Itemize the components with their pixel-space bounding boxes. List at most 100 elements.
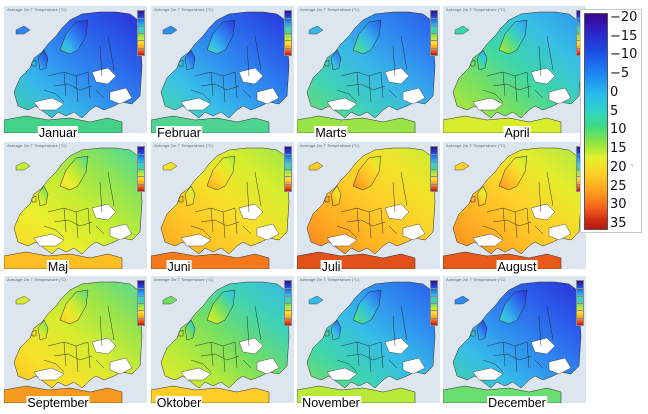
month-label: September	[26, 396, 90, 410]
mini-colorbar	[284, 280, 292, 326]
inland-seas	[326, 67, 426, 111]
scandinavia-land	[498, 19, 528, 55]
legend-tick-label: 15	[610, 141, 627, 157]
europe-map	[4, 281, 143, 403]
legend-tick-label: −15	[610, 28, 638, 44]
europe-land	[452, 281, 582, 389]
europe-map	[297, 147, 436, 269]
legend-tick-label: 35	[610, 216, 627, 231]
scandinavia-land	[206, 155, 236, 191]
british-isles-land	[178, 185, 196, 207]
legend-tick-label: −5	[610, 66, 630, 82]
europe-map	[443, 281, 582, 403]
iceland-land	[308, 161, 324, 171]
europe-land	[160, 11, 290, 119]
scandinavia-land	[498, 155, 528, 191]
iceland-land	[162, 161, 178, 171]
europe-map	[151, 147, 290, 269]
inland-seas	[326, 203, 426, 247]
british-isles-land	[178, 49, 196, 71]
month-label: August	[496, 260, 538, 274]
scandinavia-land	[206, 19, 236, 55]
iceland-land	[15, 295, 31, 305]
map-panel-oktober: Average 2m T Temperature (°C)	[151, 276, 294, 403]
iceland-land	[308, 295, 324, 305]
month-label: Marts	[314, 126, 348, 140]
inland-seas	[180, 337, 280, 381]
europe-map	[151, 281, 290, 403]
british-isles-land	[470, 185, 488, 207]
europe-land	[13, 147, 143, 255]
iceland-land	[454, 25, 470, 35]
scandinavia-land	[498, 289, 528, 325]
europe-map	[443, 11, 582, 133]
month-label: Januar	[37, 126, 79, 140]
iceland-land	[15, 161, 31, 171]
europe-map	[297, 281, 436, 403]
europe-land	[13, 11, 143, 119]
country-borders	[43, 35, 115, 103]
map-panel-juni: Average 2m T Temperature (°C)	[151, 142, 294, 269]
country-borders	[190, 171, 262, 239]
legend-tick-label: 0	[610, 84, 619, 100]
month-label: Juli	[320, 260, 342, 274]
panel-header: Average 2m T Temperature (°C)	[7, 143, 67, 148]
legend-tick-label: 20	[610, 159, 627, 175]
panel-header: Average 2m T Temperature (°C)	[446, 7, 506, 12]
europe-map	[4, 147, 143, 269]
legend-tick-label: 5	[610, 103, 619, 119]
country-borders	[336, 171, 408, 239]
month-label: December	[487, 396, 547, 410]
map-panel-maj: Average 2m T Temperature (°C)	[4, 142, 147, 269]
scandinavia-land	[206, 289, 236, 325]
country-borders	[190, 305, 262, 373]
country-borders	[482, 305, 554, 373]
europe-map	[297, 11, 436, 133]
north-africa-land	[443, 115, 562, 133]
north-africa-land	[297, 251, 416, 269]
mini-colorbar	[430, 146, 438, 192]
country-borders	[336, 305, 408, 373]
british-isles-land	[324, 319, 342, 341]
british-isles-land	[324, 49, 342, 71]
inland-seas	[33, 67, 133, 111]
europe-map	[443, 147, 582, 269]
mini-colorbar	[284, 146, 292, 192]
europe-land	[306, 147, 436, 255]
iceland-land	[162, 25, 178, 35]
legend-colorbar	[584, 13, 608, 230]
british-isles-land	[470, 319, 488, 341]
mini-colorbar	[576, 280, 584, 326]
panel-header: Average 2m T Temperature (°C)	[300, 143, 360, 148]
europe-land	[13, 281, 143, 389]
panel-header: Average 2m T Temperature (°C)	[154, 277, 214, 282]
europe-land	[160, 281, 290, 389]
scandinavia-land	[59, 155, 89, 191]
scandinavia-land	[352, 155, 382, 191]
country-borders	[482, 171, 554, 239]
europe-map	[4, 11, 143, 133]
iceland-land	[162, 295, 178, 305]
month-label: November	[301, 396, 361, 410]
panel-header: Average 2m T Temperature (°C)	[154, 143, 214, 148]
scandinavia-land	[59, 289, 89, 325]
temperature-legend: −20 −15 −10 −5 0 5 10 15 20 25 30 35 ‵	[580, 9, 642, 233]
iceland-land	[15, 25, 31, 35]
panel-header: Average 2m T Temperature (°C)	[300, 277, 360, 282]
inland-seas	[180, 203, 280, 247]
legend-stray-mark: ‵	[631, 163, 634, 174]
iceland-land	[308, 25, 324, 35]
iceland-land	[454, 295, 470, 305]
legend-tick-label: −10	[610, 47, 638, 63]
map-panel-januar: Average 2m T Temperature (°C)	[4, 6, 147, 133]
country-borders	[43, 305, 115, 373]
british-isles-land	[178, 319, 196, 341]
british-isles-land	[31, 185, 49, 207]
map-panel-marts: Average 2m T Temperature (°C)	[297, 6, 440, 133]
inland-seas	[472, 337, 572, 381]
inland-seas	[33, 337, 133, 381]
panel-header: Average 2m T Temperature (°C)	[446, 143, 506, 148]
inland-seas	[326, 337, 426, 381]
map-panel-juli: Average 2m T Temperature (°C)	[297, 142, 440, 269]
inland-seas	[33, 203, 133, 247]
